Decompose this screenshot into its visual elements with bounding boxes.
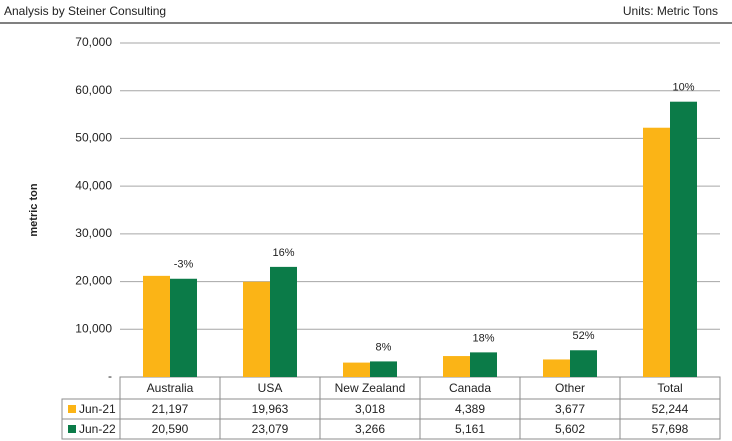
bar bbox=[270, 266, 297, 377]
y-tick-label: 50,000 bbox=[75, 131, 112, 145]
table-value: 3,018 bbox=[355, 402, 385, 416]
table-value: 52,244 bbox=[652, 402, 689, 416]
change-label: 18% bbox=[472, 332, 494, 344]
y-tick-label: 40,000 bbox=[75, 178, 112, 192]
y-tick-label: 70,000 bbox=[75, 35, 112, 49]
change-label: 10% bbox=[672, 82, 694, 94]
table-value: 5,161 bbox=[455, 422, 485, 436]
table-value: 5,602 bbox=[555, 422, 585, 436]
change-label: -3% bbox=[174, 259, 194, 271]
x-tick-label: New Zealand bbox=[335, 381, 406, 395]
change-label: 16% bbox=[272, 247, 294, 259]
bar bbox=[343, 362, 370, 377]
change-label: 52% bbox=[572, 330, 594, 342]
x-tick-label: Australia bbox=[147, 381, 194, 395]
bar bbox=[643, 127, 670, 377]
bar bbox=[243, 281, 270, 377]
table-value: 20,590 bbox=[152, 422, 189, 436]
change-label: 8% bbox=[376, 341, 392, 353]
bar bbox=[470, 352, 497, 377]
bar bbox=[170, 278, 197, 377]
y-tick-label: - bbox=[108, 369, 112, 383]
x-tick-label: Canada bbox=[449, 381, 491, 395]
y-tick-label: 10,000 bbox=[75, 321, 112, 335]
x-tick-label: USA bbox=[258, 381, 283, 395]
table-value: 57,698 bbox=[652, 422, 689, 436]
x-tick-label: Other bbox=[555, 381, 585, 395]
bar bbox=[443, 356, 470, 377]
table-value: 23,079 bbox=[252, 422, 289, 436]
y-tick-label: 20,000 bbox=[75, 274, 112, 288]
table-value: 3,677 bbox=[555, 402, 585, 416]
bar bbox=[370, 361, 397, 377]
table-value: 4,389 bbox=[455, 402, 485, 416]
header-left: Analysis by Steiner Consulting bbox=[4, 4, 166, 18]
table-value: 21,197 bbox=[152, 402, 189, 416]
x-tick-label: Total bbox=[657, 381, 682, 395]
legend-swatch bbox=[68, 425, 76, 433]
header-right: Units: Metric Tons bbox=[623, 4, 718, 18]
y-axis-label: metric ton bbox=[28, 183, 40, 236]
bar bbox=[543, 359, 570, 377]
table-value: 19,963 bbox=[252, 402, 289, 416]
bar bbox=[670, 101, 697, 377]
bar bbox=[570, 350, 597, 377]
legend-swatch bbox=[68, 405, 76, 413]
bar bbox=[143, 275, 170, 377]
y-tick-label: 30,000 bbox=[75, 226, 112, 240]
y-tick-label: 60,000 bbox=[75, 83, 112, 97]
legend-label: Jun-21 bbox=[79, 402, 116, 416]
legend-label: Jun-22 bbox=[79, 422, 116, 436]
table-value: 3,266 bbox=[355, 422, 385, 436]
